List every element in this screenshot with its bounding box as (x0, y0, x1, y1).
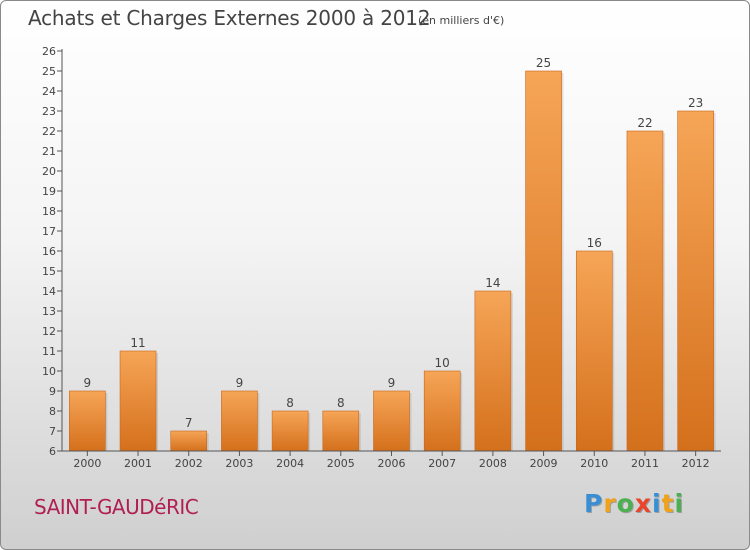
bar-group: 10 (423, 356, 463, 452)
bar (626, 130, 664, 452)
bar-value-label: 9 (388, 376, 396, 390)
y-tick-label: 24 (42, 85, 56, 98)
bar-value-label: 22 (637, 116, 652, 130)
bar-value-label: 11 (130, 336, 145, 350)
x-tick-label: 2005 (327, 457, 355, 470)
y-tick-label: 11 (42, 345, 56, 358)
x-tick-label: 2010 (580, 457, 608, 470)
bar-group: 9 (69, 376, 108, 452)
y-tick-label: 7 (49, 425, 56, 438)
x-tick-label: 2009 (530, 457, 558, 470)
logo-letter: o (616, 489, 635, 518)
bar-group: 8 (271, 396, 311, 452)
x-tick-label: 2007 (428, 457, 456, 470)
bar (677, 110, 714, 452)
bar (271, 410, 309, 452)
x-tick-label: 2012 (682, 457, 710, 470)
y-tick-label: 26 (42, 45, 56, 58)
y-tick-label: 12 (42, 325, 56, 338)
x-tick-label: 2011 (631, 457, 659, 470)
bar-group: 11 (119, 336, 159, 452)
bar-value-label: 10 (435, 356, 450, 370)
bar (575, 250, 613, 452)
bar-group: 9 (373, 376, 412, 452)
y-tick-label: 23 (42, 105, 56, 118)
bar-value-label: 16 (587, 236, 602, 250)
y-tick-label: 20 (42, 165, 56, 178)
bar-group: 14 (474, 276, 513, 452)
bars: 9 11 7 9 8 8 9 10 14 25 16 22 23 (69, 56, 716, 452)
x-tick-label: 2001 (124, 457, 152, 470)
x-tick-label: 2006 (378, 457, 406, 470)
y-tick-label: 10 (42, 365, 56, 378)
bar-value-label: 14 (485, 276, 500, 290)
bar (423, 370, 461, 452)
logo-letter: r (603, 489, 617, 518)
x-axis: 2000 2001 2002 2003 2004 2005 2006 2007 2008 2009… (62, 450, 721, 470)
bar-value-label: 8 (337, 396, 345, 410)
logo-letter: x (634, 489, 652, 518)
bar (373, 390, 410, 452)
y-tick-label: 16 (42, 245, 56, 258)
y-tick-label: 8 (49, 405, 56, 418)
bar-group: 22 (626, 116, 665, 452)
x-tick-label: 2003 (225, 457, 253, 470)
chart-subtitle: (en milliers d'€) (418, 14, 505, 27)
bar (474, 290, 512, 452)
y-tick-label: 14 (42, 285, 56, 298)
bar-value-label: 9 (84, 376, 92, 390)
logo-letter: P (584, 489, 604, 518)
bar (170, 430, 208, 452)
bar (69, 390, 106, 452)
y-tick-label: 9 (49, 385, 56, 398)
x-tick-label: 2004 (276, 457, 304, 470)
logo-letter: t (661, 489, 675, 518)
y-tick-label: 15 (42, 265, 56, 278)
y-tick-label: 25 (42, 65, 56, 78)
bar-group: 25 (525, 56, 564, 452)
y-tick-label: 6 (49, 445, 56, 458)
chart-title: Achats et Charges Externes 2000 à 2012 (28, 6, 431, 30)
y-tick-label: 22 (42, 125, 56, 138)
bar-group: 16 (575, 236, 615, 452)
bar-value-label: 25 (536, 56, 551, 70)
commune-name: SAINT-GAUDéRIC (34, 495, 199, 519)
proxiti-logo[interactable]: Proxiti (584, 489, 684, 518)
y-tick-label: 18 (42, 205, 56, 218)
x-tick-label: 2000 (73, 457, 101, 470)
bar-value-label: 7 (185, 416, 193, 430)
y-tick-label: 17 (42, 225, 56, 238)
bar (525, 70, 562, 452)
y-tick-label: 21 (42, 145, 56, 158)
bar (322, 410, 360, 452)
bar-group: 9 (221, 376, 260, 452)
y-tick-label: 13 (42, 305, 56, 318)
bar-value-label: 23 (688, 96, 703, 110)
logo-letter: i (674, 489, 685, 518)
bar-group: 23 (677, 96, 716, 452)
bar-value-label: 9 (236, 376, 244, 390)
bar (119, 350, 157, 452)
bar-group: 8 (322, 396, 361, 452)
y-tick-label: 19 (42, 185, 56, 198)
x-tick-label: 2002 (175, 457, 203, 470)
x-tick-label: 2008 (479, 457, 507, 470)
logo-letter: i (652, 489, 662, 518)
y-axis: 6 7 8 9 10 11 12 13 14 15 16 17 18 19 20 21 22 23 24 25 26 (42, 45, 63, 458)
bar-value-label: 8 (286, 396, 294, 410)
bar (221, 390, 258, 452)
bar-group: 7 (170, 416, 209, 452)
